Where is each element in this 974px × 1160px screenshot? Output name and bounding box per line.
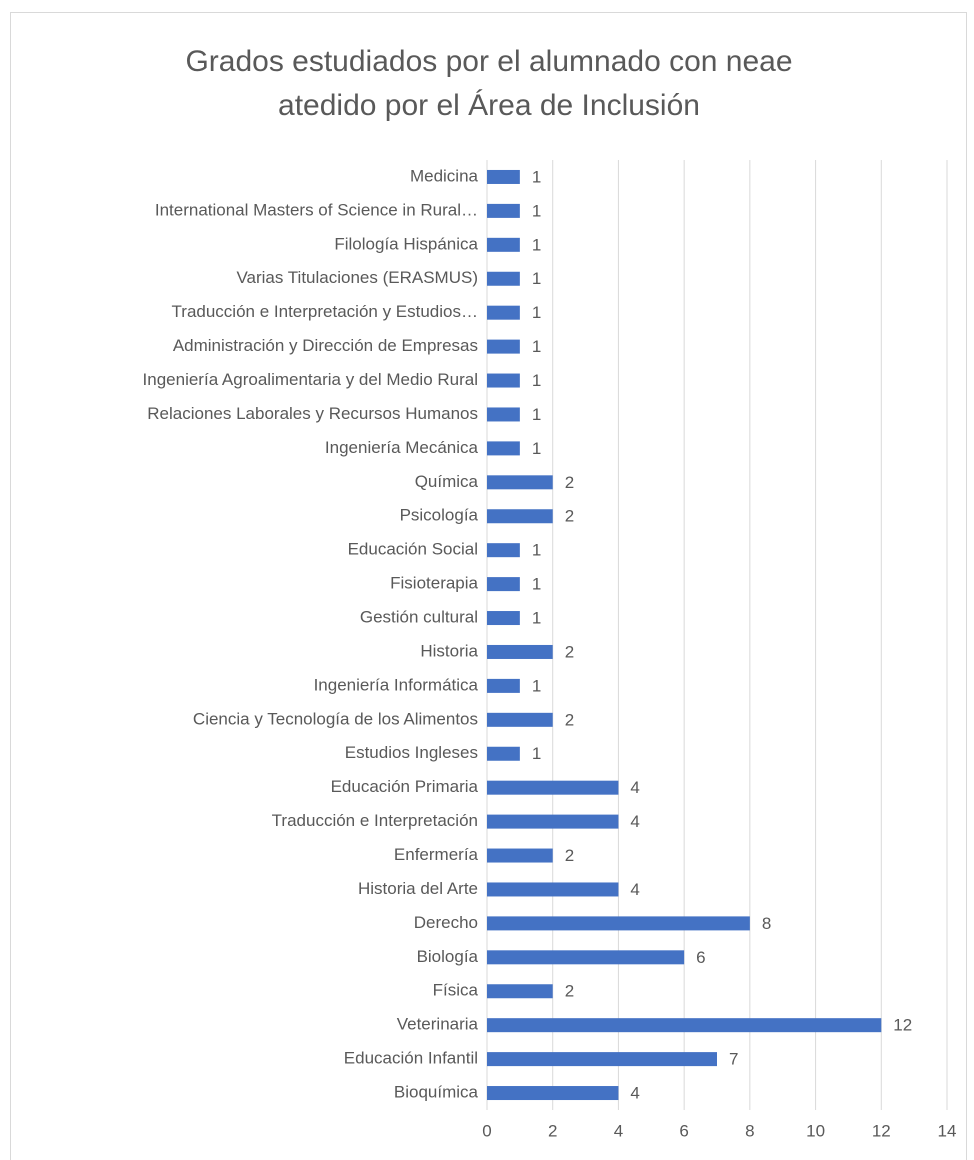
bar bbox=[487, 1086, 619, 1101]
data-label: 1 bbox=[532, 269, 541, 288]
y-tick-label: Gestión cultural bbox=[360, 608, 478, 627]
bar bbox=[487, 305, 520, 320]
bar bbox=[487, 577, 520, 592]
y-tick-label: Química bbox=[415, 472, 479, 491]
bar bbox=[487, 780, 619, 795]
y-tick-label: International Masters of Science in Rura… bbox=[155, 200, 478, 219]
bar bbox=[487, 678, 520, 693]
y-tick-label: Ingeniería Agroalimentaria y del Medio R… bbox=[143, 370, 478, 389]
data-label: 2 bbox=[565, 710, 574, 729]
y-tick-label: Derecho bbox=[414, 913, 478, 932]
data-label: 1 bbox=[532, 609, 541, 628]
x-tick-label: 8 bbox=[745, 1121, 754, 1140]
data-label: 4 bbox=[630, 812, 639, 831]
data-label: 4 bbox=[630, 880, 639, 899]
bar bbox=[487, 441, 520, 456]
data-label: 4 bbox=[630, 1084, 639, 1103]
bar bbox=[487, 1018, 882, 1033]
data-label: 12 bbox=[893, 1016, 912, 1035]
y-tick-label: Traducción e Interpretación bbox=[272, 811, 478, 830]
y-tick-label: Ciencia y Tecnología de los Alimentos bbox=[193, 709, 478, 728]
data-label: 1 bbox=[532, 744, 541, 763]
y-tick-label: Educación Infantil bbox=[344, 1049, 478, 1068]
bar bbox=[487, 475, 553, 490]
y-tick-label: Administración y Dirección de Empresas bbox=[173, 336, 478, 355]
bar bbox=[487, 509, 553, 524]
data-label: 2 bbox=[565, 642, 574, 661]
y-tick-label: Ingeniería Informática bbox=[314, 675, 479, 694]
bar bbox=[487, 237, 520, 252]
bar bbox=[487, 882, 619, 897]
bar bbox=[487, 746, 520, 761]
data-label: 2 bbox=[565, 507, 574, 526]
bar bbox=[487, 339, 520, 354]
data-label: 2 bbox=[565, 846, 574, 865]
x-tick-label: 14 bbox=[938, 1121, 957, 1140]
bar bbox=[487, 373, 520, 388]
bar bbox=[487, 543, 520, 558]
x-tick-label: 6 bbox=[679, 1121, 688, 1140]
y-tick-label: Medicina bbox=[410, 166, 479, 185]
bar bbox=[487, 271, 520, 286]
bar bbox=[487, 203, 520, 218]
x-tick-label: 12 bbox=[872, 1121, 891, 1140]
chart-title: Grados estudiados por el alumnado con ne… bbox=[185, 45, 793, 122]
y-tick-label: Filología Hispánica bbox=[334, 234, 478, 253]
y-tick-label: Estudios Ingleses bbox=[345, 743, 478, 762]
bar bbox=[487, 950, 685, 965]
data-label: 1 bbox=[532, 201, 541, 220]
x-tick-label: 10 bbox=[806, 1121, 825, 1140]
data-label: 6 bbox=[696, 948, 705, 967]
bar bbox=[487, 984, 553, 999]
bar bbox=[487, 1052, 717, 1067]
bar bbox=[487, 611, 520, 626]
y-tick-label: Psicología bbox=[400, 506, 479, 525]
data-label: 2 bbox=[565, 473, 574, 492]
y-tick-label: Educación Primaria bbox=[331, 777, 479, 796]
bar bbox=[487, 169, 520, 184]
x-tick-label: 4 bbox=[614, 1121, 623, 1140]
data-label: 1 bbox=[532, 541, 541, 560]
bar bbox=[487, 407, 520, 422]
data-label: 7 bbox=[729, 1050, 738, 1069]
y-tick-label: Ingeniería Mecánica bbox=[325, 438, 479, 457]
y-tick-label: Historia del Arte bbox=[358, 879, 478, 898]
y-tick-label: Historia bbox=[420, 641, 478, 660]
data-label: 1 bbox=[532, 676, 541, 695]
x-tick-label: 0 bbox=[482, 1121, 491, 1140]
bar bbox=[487, 712, 553, 727]
y-tick-label: Enfermería bbox=[394, 845, 479, 864]
data-label: 8 bbox=[762, 914, 771, 933]
x-tick-label: 2 bbox=[548, 1121, 557, 1140]
bar bbox=[487, 916, 750, 931]
y-tick-label: Traducción e Interpretación y Estudios… bbox=[172, 302, 478, 321]
data-label: 1 bbox=[532, 405, 541, 424]
bar bbox=[487, 848, 553, 863]
y-tick-label: Veterinaria bbox=[397, 1015, 479, 1034]
y-tick-label: Biología bbox=[417, 947, 479, 966]
y-tick-label: Varias Titulaciones (ERASMUS) bbox=[236, 268, 478, 287]
bar bbox=[487, 814, 619, 829]
data-label: 1 bbox=[532, 167, 541, 186]
data-label: 1 bbox=[532, 337, 541, 356]
y-tick-label: Educación Social bbox=[348, 540, 478, 559]
data-label: 1 bbox=[532, 439, 541, 458]
y-tick-label: Física bbox=[433, 981, 479, 1000]
data-label: 2 bbox=[565, 982, 574, 1001]
y-tick-label: Relaciones Laborales y Recursos Humanos bbox=[147, 404, 478, 423]
chart-frame bbox=[10, 12, 967, 1160]
data-label: 1 bbox=[532, 575, 541, 594]
bar bbox=[487, 644, 553, 659]
data-label: 1 bbox=[532, 371, 541, 390]
y-tick-label: Fisioterapia bbox=[390, 574, 478, 593]
data-label: 4 bbox=[630, 778, 639, 797]
data-label: 1 bbox=[532, 303, 541, 322]
data-label: 1 bbox=[532, 235, 541, 254]
y-tick-label: Bioquímica bbox=[394, 1083, 479, 1102]
